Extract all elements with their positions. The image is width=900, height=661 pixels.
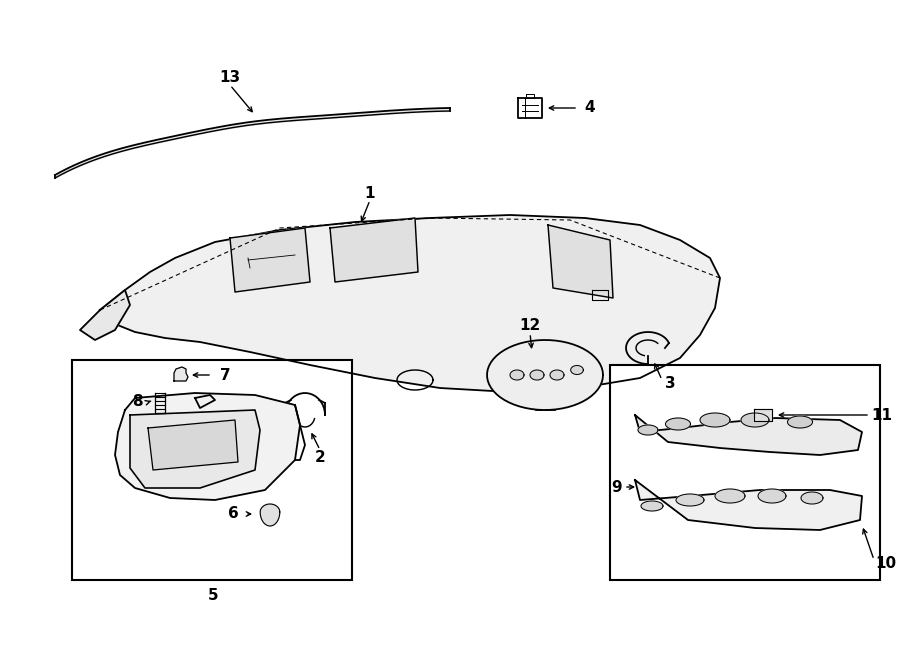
Polygon shape: [635, 415, 862, 455]
Polygon shape: [130, 410, 260, 488]
Polygon shape: [530, 370, 544, 380]
Polygon shape: [676, 494, 704, 506]
Polygon shape: [230, 228, 310, 292]
Polygon shape: [548, 225, 613, 298]
Bar: [610, 365, 880, 580]
Polygon shape: [80, 290, 130, 340]
Polygon shape: [571, 366, 583, 375]
Polygon shape: [174, 367, 188, 381]
Polygon shape: [641, 501, 663, 511]
Polygon shape: [754, 409, 772, 421]
Polygon shape: [260, 504, 280, 526]
Polygon shape: [758, 489, 786, 503]
Polygon shape: [148, 420, 238, 470]
Polygon shape: [715, 489, 745, 503]
Text: 3: 3: [665, 375, 675, 391]
Text: 13: 13: [220, 71, 240, 85]
Polygon shape: [700, 413, 730, 427]
Polygon shape: [638, 425, 658, 435]
Polygon shape: [100, 215, 720, 392]
Text: 2: 2: [315, 451, 326, 465]
Polygon shape: [801, 492, 823, 504]
Text: 7: 7: [220, 368, 230, 383]
Bar: [72, 360, 352, 580]
Polygon shape: [510, 370, 524, 380]
Text: 1: 1: [364, 186, 375, 200]
Polygon shape: [788, 416, 813, 428]
Text: 9: 9: [612, 479, 622, 494]
Polygon shape: [550, 370, 564, 380]
Text: 5: 5: [208, 588, 219, 602]
Text: 4: 4: [585, 100, 595, 116]
Polygon shape: [487, 340, 603, 410]
Polygon shape: [115, 393, 300, 500]
Text: 12: 12: [519, 317, 541, 332]
Text: 8: 8: [131, 395, 142, 410]
Text: 11: 11: [871, 407, 893, 422]
Polygon shape: [741, 413, 769, 427]
Polygon shape: [665, 418, 690, 430]
Text: 10: 10: [876, 555, 896, 570]
Polygon shape: [635, 480, 862, 530]
Polygon shape: [330, 218, 418, 282]
Text: 6: 6: [228, 506, 238, 522]
